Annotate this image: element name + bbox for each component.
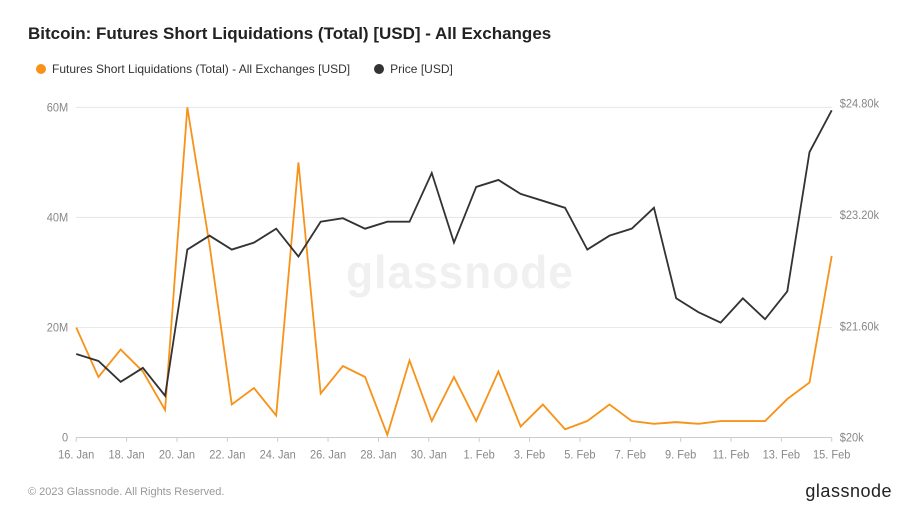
svg-text:7. Feb: 7. Feb xyxy=(615,449,646,461)
svg-text:30. Jan: 30. Jan xyxy=(411,449,447,461)
chart-title: Bitcoin: Futures Short Liquidations (Tot… xyxy=(28,24,892,44)
svg-text:16. Jan: 16. Jan xyxy=(58,449,94,461)
svg-text:3. Feb: 3. Feb xyxy=(514,449,545,461)
svg-text:1. Feb: 1. Feb xyxy=(464,449,495,461)
legend-item-price: Price [USD] xyxy=(374,62,453,76)
chart-svg: glassnode 0 20M 40M 60M $20k $21.60k $23.20k $24… xyxy=(28,88,892,467)
svg-text:0: 0 xyxy=(62,433,68,445)
svg-text:9. Feb: 9. Feb xyxy=(665,449,696,461)
legend-label: Futures Short Liquidations (Total) - All… xyxy=(52,62,350,76)
copyright-text: © 2023 Glassnode. All Rights Reserved. xyxy=(28,486,224,498)
svg-text:18. Jan: 18. Jan xyxy=(108,449,144,461)
svg-text:$21.60k: $21.60k xyxy=(840,321,880,333)
legend-label: Price [USD] xyxy=(390,62,453,76)
svg-text:glassnode: glassnode xyxy=(346,246,574,298)
svg-text:22. Jan: 22. Jan xyxy=(209,449,245,461)
svg-text:20M: 20M xyxy=(47,322,68,334)
svg-text:$23.20k: $23.20k xyxy=(840,210,880,222)
svg-text:20. Jan: 20. Jan xyxy=(159,449,195,461)
svg-text:26. Jan: 26. Jan xyxy=(310,449,346,461)
svg-text:13. Feb: 13. Feb xyxy=(763,449,800,461)
brand-logo: glassnode xyxy=(805,481,892,502)
legend-dot-icon xyxy=(36,64,46,74)
chart-area: glassnode 0 20M 40M 60M $20k $21.60k $23.20k $24… xyxy=(28,88,892,467)
legend-dot-icon xyxy=(374,64,384,74)
svg-text:15. Feb: 15. Feb xyxy=(813,449,850,461)
legend-item-liquidations: Futures Short Liquidations (Total) - All… xyxy=(36,62,350,76)
svg-text:24. Jan: 24. Jan xyxy=(260,449,296,461)
svg-text:40M: 40M xyxy=(47,212,68,224)
svg-text:$20k: $20k xyxy=(840,433,864,445)
svg-text:28. Jan: 28. Jan xyxy=(360,449,396,461)
svg-text:5. Feb: 5. Feb xyxy=(564,449,595,461)
svg-text:60M: 60M xyxy=(47,102,68,114)
legend: Futures Short Liquidations (Total) - All… xyxy=(28,62,892,76)
svg-text:$24.80k: $24.80k xyxy=(840,98,880,110)
svg-text:11. Feb: 11. Feb xyxy=(713,449,750,461)
